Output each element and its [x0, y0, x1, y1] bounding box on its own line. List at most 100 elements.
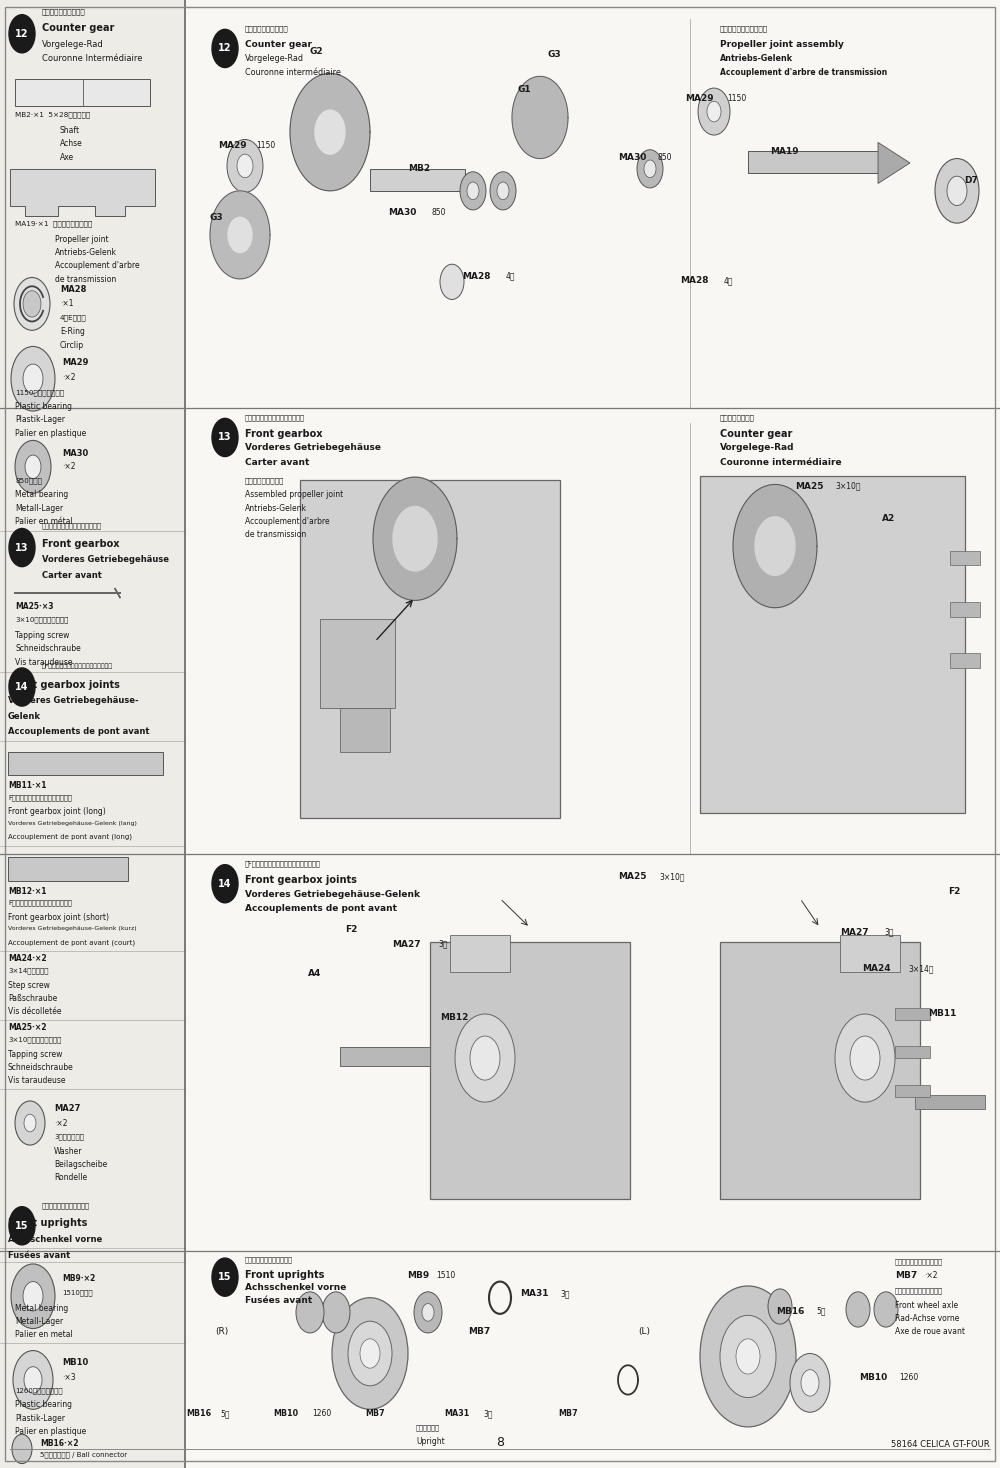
Text: Front gearbox joint (long): Front gearbox joint (long): [8, 807, 106, 816]
Text: Metal bearing: Metal bearing: [15, 490, 68, 499]
Text: 12: 12: [218, 44, 232, 53]
Text: Vorgelege-Rad: Vorgelege-Rad: [245, 54, 304, 63]
Bar: [840, 935, 900, 972]
Text: 〈カウンターギヤーの取り付け〉: 〈カウンターギヤーの取り付け〉: [42, 523, 102, 530]
Bar: [300, 480, 560, 818]
Text: G1: G1: [518, 85, 532, 94]
Text: Antriebs-Gelenk: Antriebs-Gelenk: [55, 248, 117, 257]
Text: Paßschraube: Paßschraube: [8, 994, 57, 1003]
Text: Step screw: Step screw: [8, 981, 50, 989]
Text: ·×2: ·×2: [62, 373, 76, 382]
Text: 1510メタル: 1510メタル: [62, 1289, 93, 1296]
Circle shape: [736, 1339, 760, 1374]
Polygon shape: [755, 517, 795, 575]
Text: ·×3: ·×3: [62, 1373, 76, 1381]
Text: Front wheel axle: Front wheel axle: [895, 1301, 958, 1309]
Text: 1150: 1150: [727, 94, 746, 103]
Circle shape: [212, 418, 238, 457]
Text: MA25·×2: MA25·×2: [8, 1023, 46, 1032]
Circle shape: [11, 346, 55, 411]
Text: Accouplement d'arbre de transmission: Accouplement d'arbre de transmission: [720, 68, 887, 76]
Polygon shape: [393, 506, 437, 571]
Text: (L): (L): [638, 1327, 650, 1336]
Text: Front gearbox joints: Front gearbox joints: [245, 875, 357, 885]
Circle shape: [850, 1036, 880, 1080]
Text: (R): (R): [215, 1327, 228, 1336]
Circle shape: [332, 1298, 408, 1409]
Text: Accouplements de pont avant: Accouplements de pont avant: [245, 904, 397, 913]
Circle shape: [700, 1286, 796, 1427]
Text: MA25·×3: MA25·×3: [15, 602, 54, 611]
Text: Vorderes Getriebegehäuse-Gelenk (kurz): Vorderes Getriebegehäuse-Gelenk (kurz): [8, 926, 137, 931]
Text: Plastik-Lager: Plastik-Lager: [15, 1414, 65, 1422]
Text: Fギヤーボックスジョイント（長）: Fギヤーボックスジョイント（長）: [8, 794, 72, 802]
Circle shape: [24, 1367, 42, 1393]
Text: 5㎜: 5㎜: [816, 1307, 826, 1315]
Text: E-Ring: E-Ring: [60, 327, 85, 336]
Bar: [185, 0, 1000, 1468]
Circle shape: [11, 1264, 55, 1329]
Text: Axe de roue avant: Axe de roue avant: [895, 1327, 965, 1336]
Text: A2: A2: [882, 514, 895, 523]
Circle shape: [9, 15, 35, 53]
Text: 〈アップライトのみかて〉: 〈アップライトのみかて〉: [245, 1257, 293, 1264]
Text: Tapping screw: Tapping screw: [8, 1050, 62, 1058]
Bar: [0, 0, 185, 1468]
Circle shape: [467, 182, 479, 200]
Circle shape: [768, 1289, 792, 1324]
Text: Couronne intermédiaire: Couronne intermédiaire: [245, 68, 341, 76]
Text: 14: 14: [15, 683, 29, 691]
Text: Carter avant: Carter avant: [42, 571, 102, 580]
Text: 〈Fギヤーボックスジョイント取り付け〉: 〈Fギヤーボックスジョイント取り付け〉: [245, 860, 321, 868]
Text: Couronne Intermédiaire: Couronne Intermédiaire: [42, 54, 143, 63]
Bar: [895, 1047, 930, 1058]
Text: 13: 13: [218, 433, 232, 442]
Text: A4: A4: [308, 969, 321, 978]
Text: Plastik-Lager: Plastik-Lager: [15, 415, 65, 424]
Bar: [950, 550, 980, 565]
Text: Vorderes Getriebegehäuse-: Vorderes Getriebegehäuse-: [8, 696, 139, 705]
Text: Circlip: Circlip: [60, 341, 84, 349]
Circle shape: [237, 154, 253, 178]
Text: Palier en plastique: Palier en plastique: [15, 1427, 86, 1436]
Circle shape: [23, 1282, 43, 1311]
Text: Counter gear: Counter gear: [42, 23, 114, 34]
Circle shape: [23, 364, 43, 393]
Text: 5㎜ピロボール / Ball connector: 5㎜ピロボール / Ball connector: [40, 1452, 127, 1459]
Circle shape: [12, 1434, 32, 1464]
Circle shape: [414, 1292, 442, 1333]
Text: MA31: MA31: [520, 1289, 548, 1298]
Text: MB7: MB7: [365, 1409, 385, 1418]
Text: G3: G3: [548, 50, 562, 59]
Text: 1260: 1260: [899, 1373, 918, 1381]
Text: Propeller joint: Propeller joint: [55, 235, 109, 244]
Text: プロペラジョイント: プロペラジョイント: [245, 477, 284, 484]
Text: Vorderes Getriebegehäuse: Vorderes Getriebegehäuse: [245, 443, 381, 452]
Text: フロントホイールアクスル: フロントホイールアクスル: [895, 1258, 943, 1265]
Circle shape: [835, 1014, 895, 1102]
Text: 〈Fギヤーボックスジョイント取り付け〉: 〈Fギヤーボックスジョイント取り付け〉: [42, 664, 113, 669]
Bar: [950, 653, 980, 668]
Text: 1150: 1150: [256, 141, 275, 150]
Text: MB16: MB16: [776, 1307, 804, 1315]
Text: 3㎜ワッシャー: 3㎜ワッシャー: [54, 1133, 84, 1141]
Polygon shape: [210, 191, 270, 279]
Text: 850メタル: 850メタル: [15, 477, 42, 484]
Text: MA27: MA27: [392, 940, 421, 948]
Text: MA30: MA30: [388, 208, 416, 217]
Text: Accouplement d'arbre: Accouplement d'arbre: [245, 517, 330, 526]
Text: 1510: 1510: [436, 1271, 455, 1280]
Text: MB2: MB2: [408, 164, 430, 173]
Circle shape: [440, 264, 464, 299]
Text: MB7: MB7: [895, 1271, 917, 1280]
Text: MB7: MB7: [558, 1409, 578, 1418]
Text: 12: 12: [15, 29, 29, 38]
Bar: [915, 1095, 985, 1110]
Text: ·×2: ·×2: [924, 1271, 938, 1280]
Text: MA24·×2: MA24·×2: [8, 954, 47, 963]
Text: Vis taraudeuse: Vis taraudeuse: [15, 658, 72, 666]
Text: MA31: MA31: [444, 1409, 469, 1418]
Text: フロントホイールアクスル: フロントホイールアクスル: [895, 1287, 943, 1295]
Text: Palier en metal: Palier en metal: [15, 1330, 73, 1339]
Text: 5㎜: 5㎜: [220, 1409, 230, 1418]
